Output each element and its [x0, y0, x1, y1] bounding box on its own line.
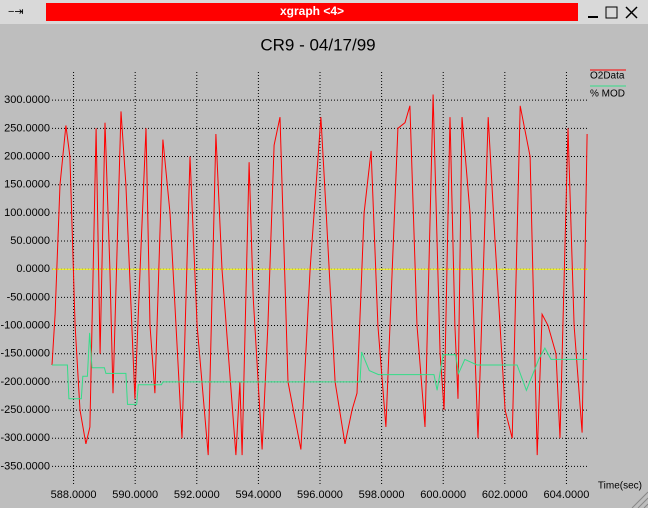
x-tick-label: 588.0000	[51, 489, 97, 501]
menu-icon[interactable]: −⇥	[8, 6, 24, 18]
y-tick-label: 250.0000	[4, 122, 50, 134]
y-tick-label: 300.0000	[4, 94, 50, 106]
title-strip	[46, 3, 578, 21]
window-title: xgraph <4>	[280, 4, 344, 18]
y-tick-label: -100.0000	[0, 319, 50, 331]
y-tick-label: 0.0000	[16, 263, 50, 275]
x-tick-label: 598.0000	[359, 489, 405, 501]
close-button[interactable]	[625, 6, 638, 19]
x-tick-label: 590.0000	[112, 489, 158, 501]
x-tick-label: 594.0000	[235, 489, 281, 501]
x-tick-label: 602.0000	[482, 489, 528, 501]
y-tick-label: -250.0000	[0, 404, 50, 416]
x-tick-label: 592.0000	[174, 489, 220, 501]
maximize-button[interactable]	[605, 6, 618, 19]
y-tick-label: 50.0000	[10, 235, 50, 247]
series-line	[52, 332, 588, 405]
y-tick-label: -50.0000	[7, 291, 50, 303]
legend-label: % MOD	[590, 89, 625, 100]
y-tick-label: -350.0000	[0, 460, 50, 472]
y-tick-label: -300.0000	[0, 432, 50, 444]
chart-title: CR9 - 04/17/99	[260, 35, 375, 54]
x-axis-label: Time(sec)	[598, 481, 642, 492]
x-tick-label: 596.0000	[297, 489, 343, 501]
legend-label: O2Data	[590, 71, 625, 82]
y-tick-label: 100.0000	[4, 207, 50, 219]
y-tick-label: -150.0000	[0, 348, 50, 360]
x-tick-label: 600.0000	[420, 489, 466, 501]
y-tick-label: 150.0000	[4, 179, 50, 191]
y-tick-label: -200.0000	[0, 376, 50, 388]
x-tick-label: 604.0000	[543, 489, 589, 501]
y-tick-label: 200.0000	[4, 150, 50, 162]
series-line	[51, 94, 588, 456]
resize-grip[interactable]	[631, 491, 648, 508]
